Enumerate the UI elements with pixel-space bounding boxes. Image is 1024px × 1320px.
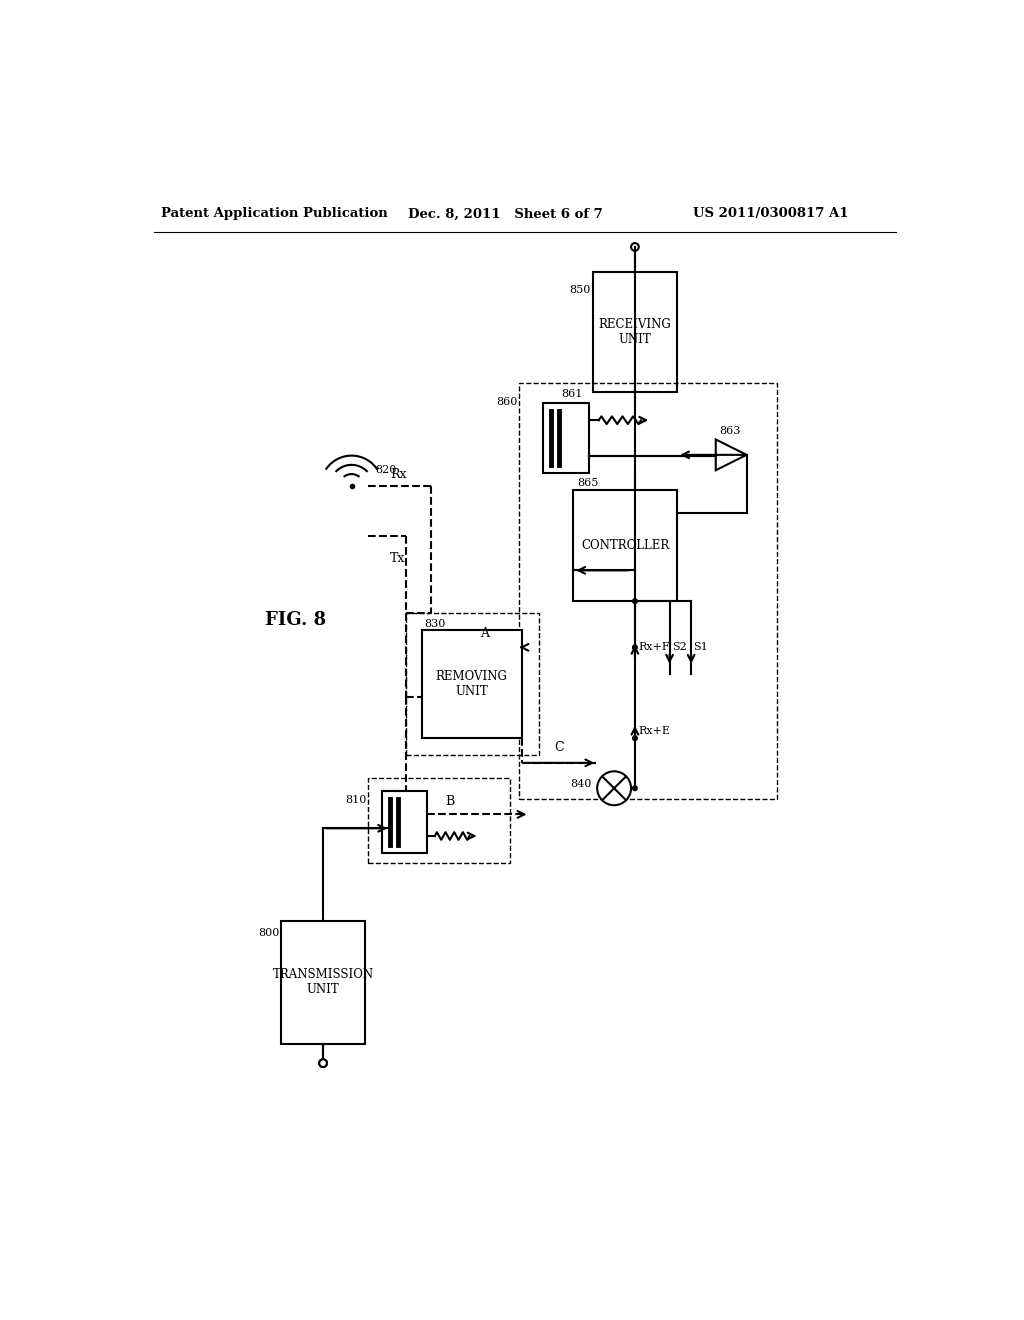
Bar: [382, 792, 427, 853]
Text: C: C: [555, 741, 564, 754]
Text: Patent Application Publication: Patent Application Publication: [162, 207, 388, 220]
Circle shape: [319, 1059, 327, 1067]
Text: Rx+E: Rx+E: [639, 726, 671, 735]
Text: US 2011/0300817 A1: US 2011/0300817 A1: [692, 207, 848, 220]
Polygon shape: [716, 440, 746, 470]
Text: 850: 850: [569, 285, 590, 296]
Text: 810: 810: [345, 795, 367, 805]
Text: 820: 820: [376, 465, 396, 475]
Text: FIG. 8: FIG. 8: [265, 611, 327, 630]
Circle shape: [633, 785, 637, 791]
Text: S2: S2: [672, 643, 687, 652]
Text: TRANSMISSION
UNIT: TRANSMISSION UNIT: [272, 969, 374, 997]
Text: REMOVING
UNIT: REMOVING UNIT: [436, 671, 508, 698]
Circle shape: [633, 645, 637, 649]
Text: S1: S1: [693, 643, 709, 652]
Bar: [407, 612, 540, 755]
Circle shape: [633, 737, 637, 741]
Circle shape: [597, 771, 631, 805]
Text: 863: 863: [720, 425, 741, 436]
Circle shape: [631, 243, 639, 251]
Bar: [281, 921, 366, 1044]
Bar: [573, 490, 677, 601]
Bar: [544, 404, 590, 473]
Text: 861: 861: [561, 389, 583, 400]
Text: 865: 865: [578, 478, 599, 488]
Circle shape: [633, 599, 637, 603]
Text: Tx: Tx: [390, 552, 406, 565]
Bar: [593, 272, 677, 392]
Text: RECEIVING
UNIT: RECEIVING UNIT: [599, 318, 672, 346]
Text: 830: 830: [424, 619, 445, 628]
Bar: [422, 631, 521, 738]
Text: Dec. 8, 2011   Sheet 6 of 7: Dec. 8, 2011 Sheet 6 of 7: [408, 207, 602, 220]
Text: 800: 800: [258, 928, 280, 939]
Bar: [519, 383, 777, 799]
Text: Rx: Rx: [390, 467, 407, 480]
Bar: [368, 779, 510, 863]
Text: Rx+F: Rx+F: [639, 643, 671, 652]
Text: CONTROLLER: CONTROLLER: [582, 539, 670, 552]
Text: 860: 860: [497, 397, 518, 407]
Text: 840: 840: [570, 779, 592, 788]
Circle shape: [319, 1059, 327, 1067]
Text: A: A: [480, 627, 489, 640]
Text: B: B: [445, 795, 455, 808]
